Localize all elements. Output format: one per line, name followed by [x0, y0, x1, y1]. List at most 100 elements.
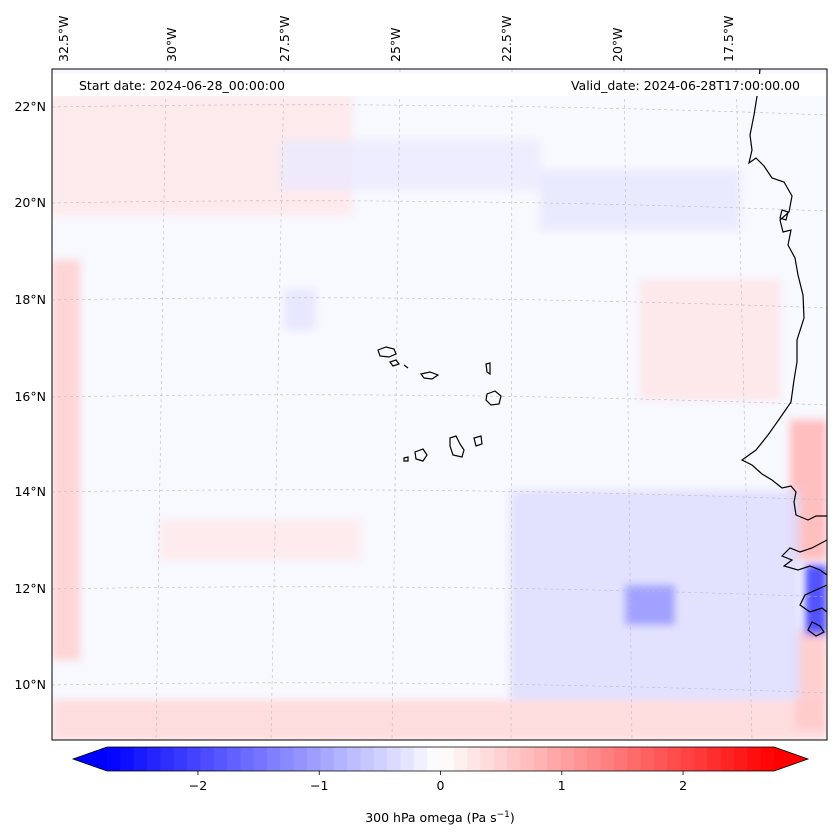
colorbar-segment [387, 747, 401, 771]
colorbar-segment [400, 747, 415, 771]
island-santo-antao [377, 346, 397, 358]
colorbar-tick-label: −2 [189, 778, 207, 793]
lon-tick-label: 22.5°W [499, 16, 514, 62]
lon-tick-label: 25°W [388, 27, 403, 62]
colorbar-segment [480, 747, 495, 771]
coastline-islet [807, 621, 825, 637]
valid-date-label: Valid_date: 2024-06-28T17:00:00.00 [571, 78, 800, 93]
colorbar-ticks: −2 −1 0 1 2 [189, 771, 687, 793]
omega-field [52, 95, 827, 740]
meridian-line [510, 69, 513, 740]
colorbar-segment [733, 747, 748, 771]
colorbar-segment [613, 747, 628, 771]
colorbar-segment [160, 747, 175, 771]
coastline-segment [780, 539, 827, 576]
colorbar-segment [587, 747, 602, 771]
island-brava [403, 456, 409, 462]
date-overlay [52, 74, 827, 96]
coastline-segment [740, 69, 827, 521]
colorbar-segment [240, 747, 255, 771]
colorbar-segment [680, 747, 695, 771]
map-panel: Start date: 2024-06-28_00:00:00 Valid_da… [52, 69, 827, 740]
lon-tick-label: 30°W [164, 27, 179, 62]
lon-tick-label: 17.5°W [721, 16, 736, 62]
start-date-label: Start date: 2024-06-28_00:00:00 [79, 78, 285, 93]
lat-tick-label: 12°N [14, 581, 46, 596]
positive-area [160, 520, 360, 560]
lat-tick-label: 14°N [14, 484, 46, 499]
colorbar-segment [667, 747, 682, 771]
colorbar-segment [747, 747, 762, 771]
colorbar-segment [267, 747, 281, 771]
lat-tick-label: 22°N [14, 99, 46, 114]
lat-tick-label: 10°N [14, 677, 46, 692]
colorbar-segment [600, 747, 615, 771]
lon-tick-label: 32.5°W [56, 16, 71, 62]
colorbar-segment [467, 747, 482, 771]
parallel-line [52, 104, 827, 116]
coastline-islet [779, 209, 789, 221]
island-fogo [414, 448, 428, 462]
colorbar-tick-label: 0 [437, 778, 445, 793]
colorbar-segment [533, 747, 548, 771]
colorbar-segment [253, 747, 268, 771]
colorbar-title: 300 hPa omega (Pa s−1) [365, 810, 515, 825]
colorbar-segment [453, 747, 468, 771]
africa-coastline [740, 69, 827, 637]
island-sao-nicolau [419, 371, 440, 380]
parallel-line [52, 394, 827, 406]
colorbar-segment [440, 747, 455, 771]
parallel-line [52, 297, 827, 309]
island-maio [473, 435, 483, 447]
meridian-line [391, 69, 401, 740]
colorbar-segment [320, 747, 335, 771]
lon-tick-label: 27.5°W [277, 16, 292, 62]
colorbar-segment [507, 747, 522, 771]
negative-area [280, 140, 540, 190]
colorbar-segment [347, 747, 361, 771]
colorbar-segments [107, 747, 775, 771]
colorbar-segment [693, 747, 708, 771]
colorbar-segment [547, 747, 562, 771]
island-sao-vicente [389, 359, 400, 367]
lat-tick-labels: 22°N 20°N 18°N 16°N 14°N 12°N 10°N [14, 99, 46, 692]
colorbar-segment [640, 747, 655, 771]
island-boa-vista [485, 390, 502, 406]
colorbar-segment [653, 747, 668, 771]
colorbar-segment [120, 747, 135, 771]
colorbar-segment [360, 747, 375, 771]
colorbar-segment [427, 747, 441, 771]
colorbar-segment [560, 747, 575, 771]
colorbar-segment [573, 747, 588, 771]
parallel-line [52, 586, 827, 598]
colorbar-segment [173, 747, 188, 771]
positive-area [640, 280, 780, 400]
colorbar-segment [133, 747, 148, 771]
colorbar-tick-label: 1 [558, 778, 566, 793]
meridian-line [155, 69, 167, 740]
island-santa-luzia [403, 364, 409, 369]
colorbar-segment [280, 747, 295, 771]
negative-area [625, 585, 675, 625]
colorbar-segment [187, 747, 201, 771]
parallel-line [52, 200, 827, 212]
colorbar-segment [333, 747, 348, 771]
colorbar-segment [707, 747, 722, 771]
positive-area [52, 260, 80, 660]
colorbar-outline [71, 746, 810, 772]
negative-area [285, 290, 315, 330]
graticule [52, 69, 827, 740]
colorbar-tick-label: 2 [679, 778, 687, 793]
parallel-line [52, 682, 827, 694]
meridian-line [735, 69, 753, 740]
island-sal [485, 362, 491, 376]
positive-area [795, 630, 827, 730]
coastline-segment [799, 584, 827, 613]
meridian-line [52, 689, 53, 740]
colorbar: −2 −1 0 1 2 300 hPa omega (Pa s−1) [71, 746, 810, 825]
parallel-line [52, 489, 827, 501]
colorbar-extend-min [73, 747, 107, 771]
colorbar-segment [413, 747, 428, 771]
negative-area [805, 565, 827, 635]
